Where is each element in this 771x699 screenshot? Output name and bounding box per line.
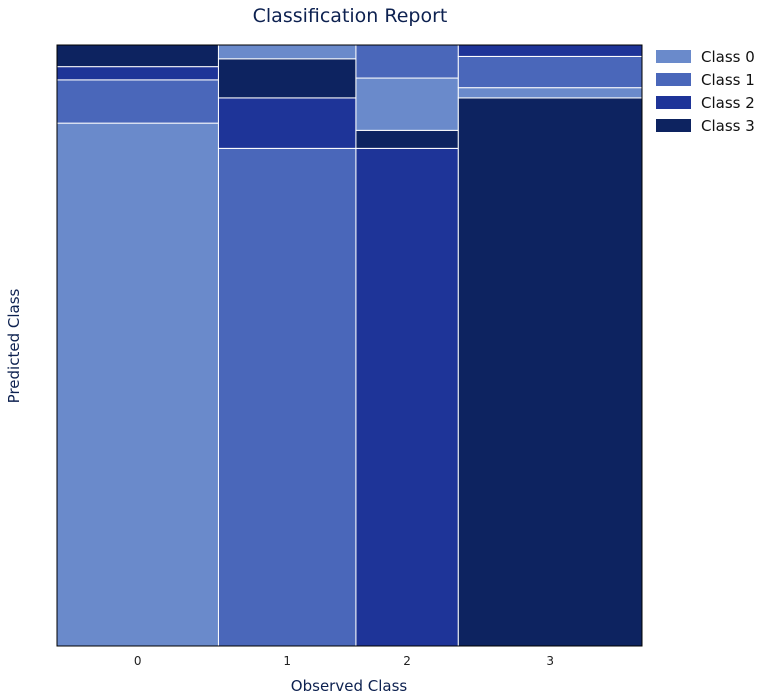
mosaic-tile-observed-1-class-3 — [218, 59, 355, 98]
mosaic-tile-observed-2-class-1 — [356, 45, 458, 78]
legend-label-class-0: Class 0 — [701, 48, 755, 66]
chart-title: Classification Report — [253, 5, 448, 27]
plot-area — [57, 45, 642, 646]
y-axis-label: Predicted Class — [5, 288, 23, 403]
mosaic-tile-observed-2-class-3 — [356, 130, 458, 148]
mosaic-tile-observed-3-class-2 — [458, 45, 642, 56]
mosaic-tile-observed-0-class-3 — [57, 45, 218, 67]
legend-label-class-1: Class 1 — [701, 71, 755, 89]
legend-swatch-class-2 — [656, 96, 691, 109]
x-tick-label-3: 3 — [546, 654, 554, 668]
mosaic-tile-observed-0-class-0 — [57, 123, 218, 646]
legend-label-class-3: Class 3 — [701, 117, 755, 135]
legend: Class 0 Class 1 Class 2 Class 3 — [649, 46, 767, 140]
mosaic-tile-observed-0-class-1 — [57, 80, 218, 123]
mosaic-tile-observed-3-class-3 — [458, 98, 642, 646]
legend-swatch-class-0 — [656, 50, 691, 63]
mosaic-tile-observed-0-class-2 — [57, 67, 218, 80]
mosaic-tile-observed-3-class-1 — [458, 56, 642, 87]
x-tick-label-2: 2 — [403, 654, 411, 668]
mosaic-tile-observed-1-class-2 — [218, 98, 355, 148]
legend-swatch-class-1 — [656, 73, 691, 86]
mosaic-tile-observed-2-class-0 — [356, 78, 458, 130]
mosaic-tile-observed-2-class-2 — [356, 148, 458, 646]
x-tick-label-0: 0 — [134, 654, 142, 668]
mosaic-tile-observed-3-class-0 — [458, 88, 642, 98]
x-tick-label-1: 1 — [283, 654, 291, 668]
legend-label-class-2: Class 2 — [701, 94, 755, 112]
x-axis-label: Observed Class — [291, 677, 408, 695]
mosaic-tile-observed-1-class-0 — [218, 45, 355, 59]
legend-swatch-class-3 — [656, 119, 691, 132]
mosaic-tile-observed-1-class-1 — [218, 148, 355, 646]
x-tick-labels: 0 1 2 3 — [134, 654, 554, 668]
